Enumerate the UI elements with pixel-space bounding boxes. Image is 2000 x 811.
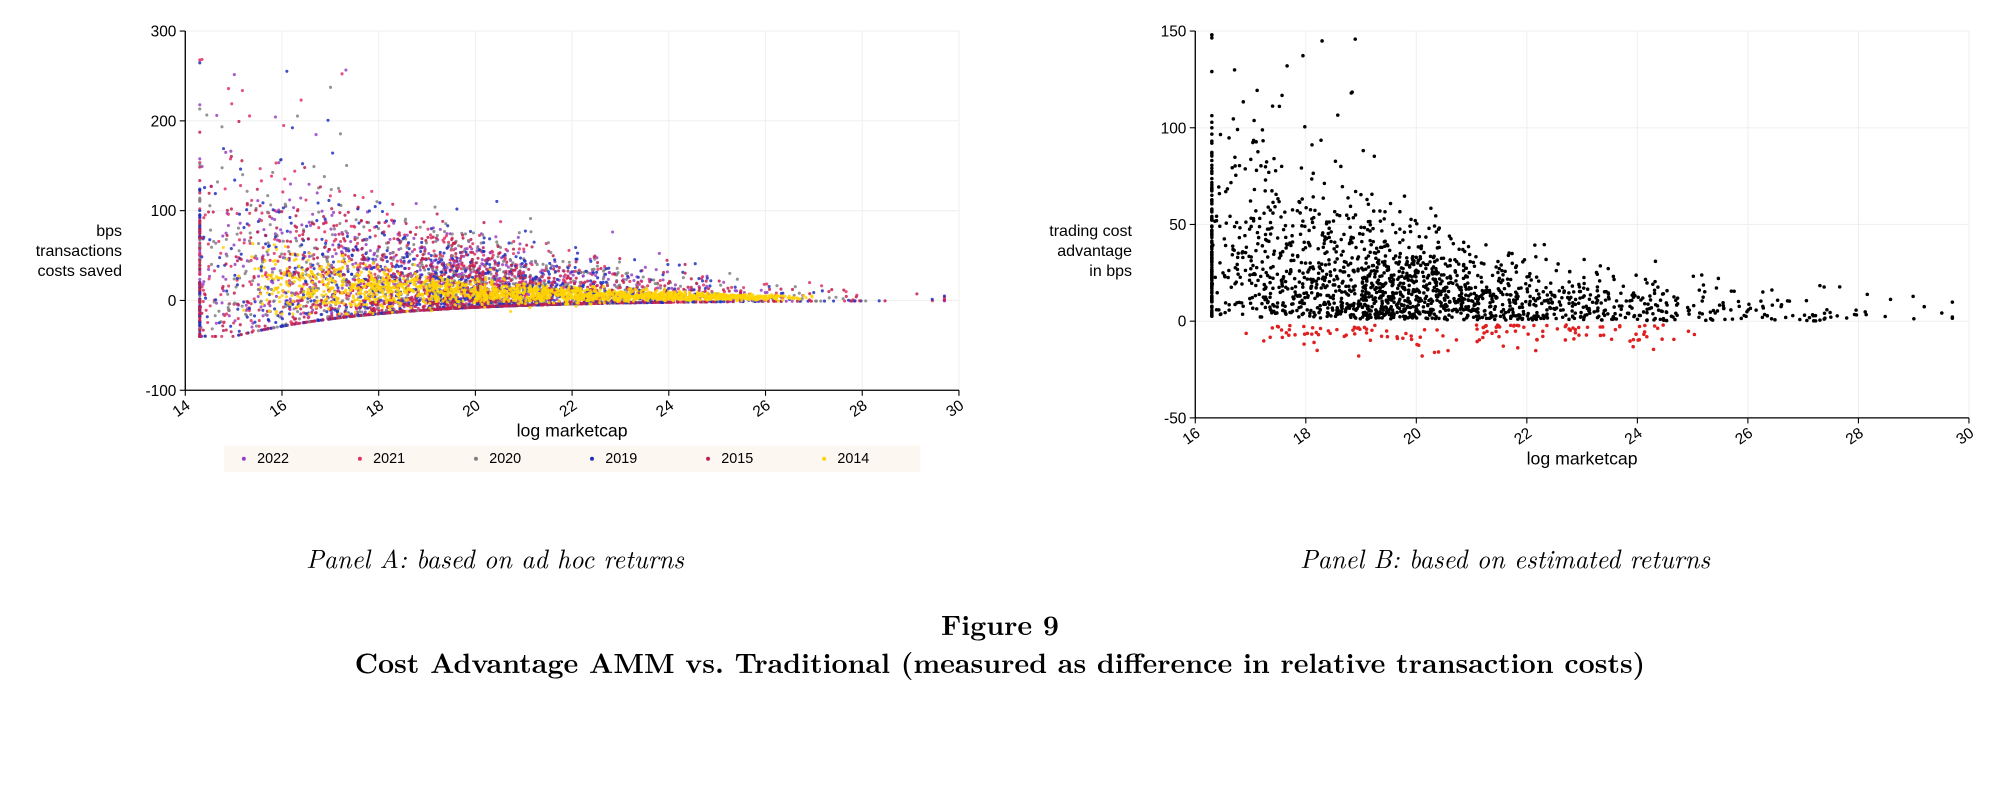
panel-b-scatter: -500501001501618202224262830log marketca…: [1140, 20, 1980, 484]
figure-number: Figure 9: [20, 606, 1980, 644]
panel-a-scatter: -1000100200300141618202224262830log mark…: [130, 20, 970, 484]
panel-a: bps transactions costs saved -1000100200…: [20, 20, 970, 576]
figure-caption: Figure 9 Cost Advantage AMM vs. Traditio…: [20, 606, 1980, 682]
figure-title: Cost Advantage AMM vs. Traditional (meas…: [20, 644, 1980, 682]
panel-b: trading cost advantage in bps -500501001…: [1030, 20, 1980, 576]
panel-b-caption: Panel B: based on estimated returns: [1300, 539, 1710, 576]
panel-a-caption: Panel A: based on ad hoc returns: [306, 539, 684, 576]
figure-container: bps transactions costs saved -1000100200…: [20, 20, 1980, 682]
panel-a-ylabel: bps transactions costs saved: [20, 222, 130, 282]
panels-row: bps transactions costs saved -1000100200…: [20, 20, 1980, 576]
panel-b-ylabel: trading cost advantage in bps: [1030, 222, 1140, 282]
